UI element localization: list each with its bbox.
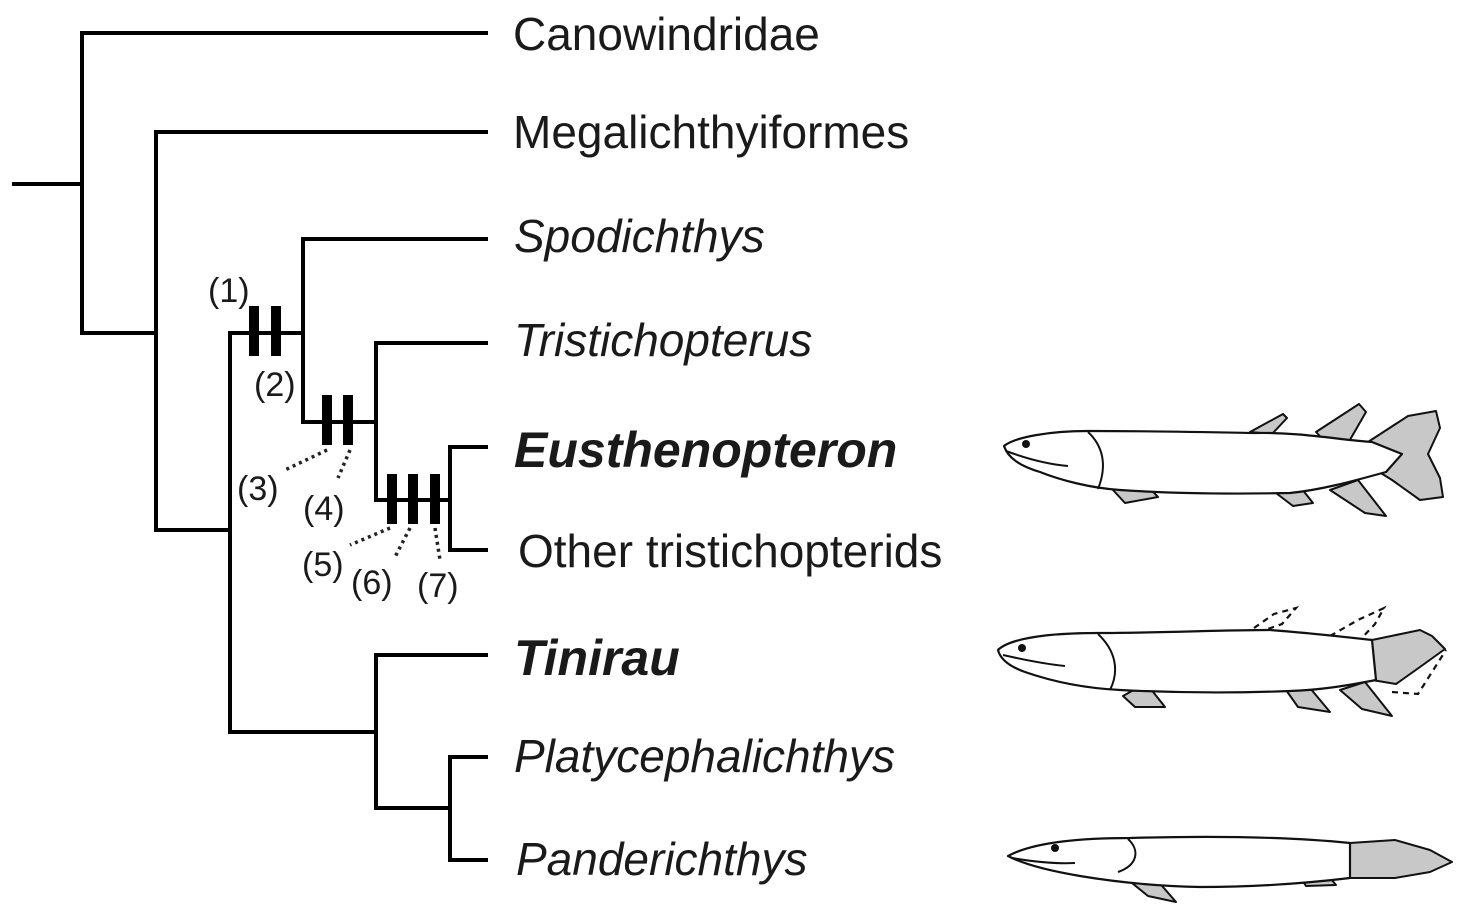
tinirau-body: [996, 628, 1378, 694]
node-megalichthyiformes: [154, 130, 488, 532]
taxon-spodichthys: Spodichthys: [514, 210, 765, 262]
panderichthys-caudal-fin: [1349, 839, 1453, 879]
tinirau-fish-illustration: [996, 605, 1447, 717]
panderichthys-body: [1006, 835, 1352, 889]
eusthenopteron-eye: [1022, 440, 1030, 448]
char-label-4: (4): [303, 490, 345, 528]
node-tristichopterid-tinirau: [228, 331, 378, 734]
panderichthys-eye: [1051, 844, 1059, 852]
tinirau-caudal-outline: [1391, 649, 1447, 696]
taxon-labels: Canowindridae Megalichthyiformes Spodich…: [513, 8, 942, 885]
taxon-tristichopterus: Tristichopterus: [514, 314, 812, 366]
tinirau-mouth-line: [1002, 654, 1066, 667]
tick-5: [387, 474, 397, 524]
char-label-7: (7): [417, 567, 459, 605]
taxon-other-tristichopterids: Other tristichopterids: [518, 525, 942, 577]
node-eusthenopteron: [448, 445, 488, 552]
tick-1: [249, 306, 259, 356]
tinirau-operculum-line: [1097, 633, 1117, 691]
char-label-1: (1): [208, 272, 250, 310]
character-labels: (1) (2) (3) (4) (5) (6) (7): [208, 272, 459, 605]
tick-6: [408, 474, 418, 524]
eusthenopteron-body: [1002, 429, 1404, 495]
leader-5: [349, 526, 391, 547]
tinirau-anal-fin: [1339, 681, 1393, 717]
eusthenopteron-fish-illustration: [1002, 403, 1444, 517]
character-leaders: [284, 448, 442, 561]
panderichthys-operculum-line: [1117, 838, 1137, 873]
node-tinirau: [374, 653, 488, 810]
node-platycephalichthys: [448, 755, 488, 862]
tinirau-second-dorsal-outline: [1329, 605, 1387, 643]
node-root: [80, 31, 488, 335]
tinirau-eye: [1018, 644, 1026, 652]
tree-branches: [12, 31, 488, 862]
leader-3: [284, 448, 328, 472]
char-label-3: (3): [237, 470, 279, 508]
tinirau-caudal-fin: [1371, 629, 1446, 685]
taxon-platycephalichthys: Platycephalichthys: [514, 730, 895, 782]
panderichthys-mouth-line: [1011, 857, 1076, 865]
char-label-2: (2): [254, 366, 296, 404]
taxon-megalichthyiformes: Megalichthyiformes: [513, 106, 909, 158]
panderichthys-fish-illustration: [1006, 835, 1453, 903]
eusthenopteron-first-dorsal-fin: [1249, 413, 1288, 435]
eusthenopteron-mouth-line: [1005, 450, 1069, 467]
taxon-eusthenopteron: Eusthenopteron: [514, 422, 897, 478]
char-label-5: (5): [302, 546, 344, 584]
node-spodichthys: [301, 237, 488, 424]
tick-4: [343, 395, 353, 445]
char-label-6: (6): [351, 564, 393, 602]
leader-7: [433, 527, 442, 561]
tick-2: [271, 306, 281, 356]
eusthenopteron-operculum-line: [1087, 431, 1104, 490]
eusthenopteron-caudal-fin: [1367, 410, 1444, 501]
tick-3: [322, 395, 332, 445]
taxon-canowindridae: Canowindridae: [513, 8, 820, 60]
taxon-panderichthys: Panderichthys: [516, 833, 808, 885]
leader-6: [393, 527, 412, 558]
leader-4: [336, 449, 352, 479]
taxon-tinirau: Tinirau: [514, 630, 680, 686]
tinirau-first-dorsal-outline: [1253, 605, 1300, 632]
character-ticks: [249, 306, 440, 524]
eusthenopteron-anal-fin: [1329, 479, 1387, 517]
tick-7: [430, 474, 440, 524]
